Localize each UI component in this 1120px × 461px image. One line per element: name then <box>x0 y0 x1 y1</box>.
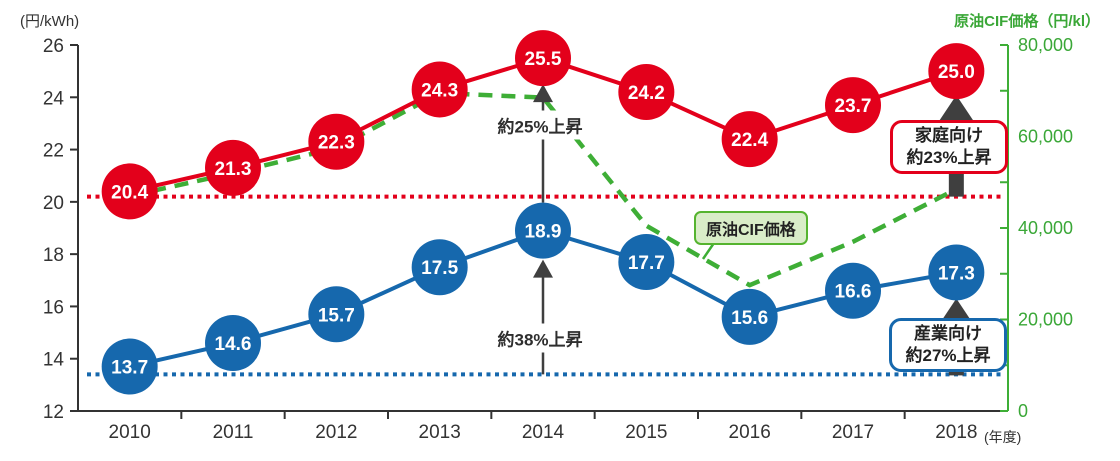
red-data-point-label: 23.7 <box>835 96 872 117</box>
right-axis-tick-label: 60,000 <box>1018 127 1073 147</box>
callout-industry-rise: 産業向け 約27%上昇 <box>889 318 1007 372</box>
blue-data-point-label: 14.6 <box>215 334 252 355</box>
blue-data-point <box>618 233 675 290</box>
red-data-point-label: 24.3 <box>421 80 458 101</box>
red-data-point <box>101 163 158 220</box>
left-axis-tick-label: 24 <box>43 88 65 109</box>
red-data-point-label: 21.3 <box>215 159 252 180</box>
blue-data-point-label: 17.3 <box>938 263 975 284</box>
right-axis-title: 原油CIF価格（円/kl） <box>954 13 1100 30</box>
red-data-point <box>515 30 571 87</box>
blue-data-point-label: 15.7 <box>318 305 355 326</box>
crude-oil-cif-label: 原油CIF価格 <box>694 211 808 245</box>
red-data-point-label: 22.3 <box>318 133 355 154</box>
callout-industry-line1: 産業向け <box>914 324 982 343</box>
red-data-point <box>411 61 468 118</box>
blue-data-point <box>721 288 778 345</box>
blue-data-point-label: 18.9 <box>525 222 562 243</box>
x-axis-category-label: 2018 <box>935 422 977 443</box>
x-axis-category-label: 2016 <box>729 422 771 443</box>
x-axis-category-label: 2010 <box>109 422 151 443</box>
red-data-point <box>205 139 261 196</box>
left-axis-tick-label: 16 <box>43 297 64 318</box>
callout-household-rise: 家庭向け 約23%上昇 <box>890 120 1008 174</box>
blue-data-point-label: 15.6 <box>731 308 768 329</box>
right-axis-tick-label: 20,000 <box>1018 310 1073 330</box>
callout-household-line1: 家庭向け <box>915 126 983 145</box>
x-axis-category-label: 2015 <box>625 422 667 443</box>
left-axis-tick-label: 12 <box>43 402 64 423</box>
blue-data-point <box>101 338 158 395</box>
left-axis-tick-label: 26 <box>43 36 64 57</box>
x-axis-category-label: 2013 <box>419 422 461 443</box>
red-data-point <box>721 111 778 168</box>
right-axis-tick-label: 40,000 <box>1018 218 1073 238</box>
right-axis-tick-label: 80,000 <box>1018 35 1073 55</box>
red-data-point-label: 25.5 <box>525 49 562 70</box>
x-axis-category-label: 2014 <box>522 422 565 443</box>
red-data-point <box>618 64 675 121</box>
blue-data-point-label: 16.6 <box>835 282 872 303</box>
callout-industry-line2: 約27%上昇 <box>905 346 991 365</box>
left-axis-tick-label: 20 <box>43 193 64 214</box>
red-data-point-label: 22.4 <box>731 130 768 151</box>
blue-data-point-label: 17.7 <box>628 253 665 274</box>
crude-oil-cif-dashed-line <box>129 90 958 288</box>
red-data-point-label: 25.0 <box>938 62 975 83</box>
thin-arrow-head <box>533 259 553 278</box>
left-axis-tick-label: 22 <box>43 141 64 162</box>
left-axis-tick-label: 18 <box>43 245 64 266</box>
x-axis-category-label: 2011 <box>213 422 254 443</box>
annotation-rise-25-percent: 約25%上昇 <box>492 110 588 140</box>
red-data-point-label: 20.4 <box>111 182 148 203</box>
blue-data-point <box>411 239 468 296</box>
blue-data-point-label: 17.5 <box>421 258 458 279</box>
red-data-point <box>928 43 985 100</box>
callout-household-line2: 約23%上昇 <box>906 148 992 167</box>
red-data-point <box>825 77 881 134</box>
thick-arrow-head <box>938 95 975 123</box>
blue-data-point <box>308 286 365 343</box>
red-data-point-label: 24.2 <box>628 83 665 104</box>
annotation-rise-38-percent: 約38%上昇 <box>492 323 588 353</box>
blue-data-point-label: 13.7 <box>111 358 148 379</box>
x-axis-unit-label: (年度) <box>984 429 1022 445</box>
left-axis-tick-label: 14 <box>43 350 65 371</box>
thin-arrow-head <box>533 84 553 103</box>
blue-data-point <box>515 202 571 259</box>
right-axis-tick-label: 0 <box>1018 401 1028 421</box>
blue-data-point <box>205 315 261 372</box>
blue-data-point <box>825 262 881 319</box>
blue-data-point <box>928 244 985 301</box>
x-axis-category-label: 2012 <box>315 422 357 443</box>
left-axis-title: (円/kWh) <box>20 13 80 30</box>
x-axis-category-label: 2017 <box>832 422 874 443</box>
red-data-point <box>308 113 365 170</box>
